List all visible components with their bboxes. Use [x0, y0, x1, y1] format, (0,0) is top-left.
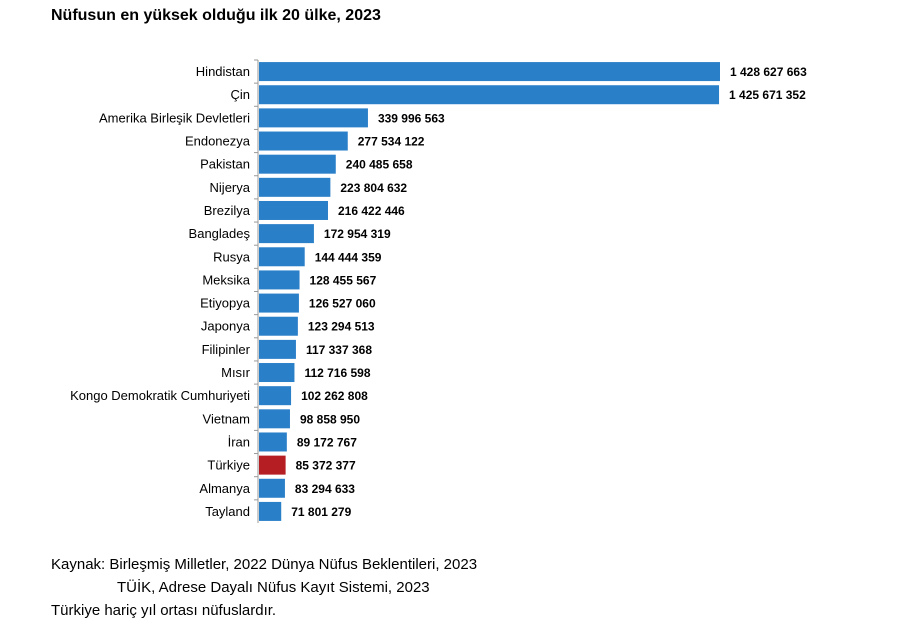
category-label: Türkiye	[207, 458, 250, 473]
bar-5	[259, 177, 331, 197]
value-label: 277 534 122	[358, 135, 425, 149]
bar-18	[259, 478, 285, 498]
bar-0	[259, 62, 720, 82]
bar-chart: Hindistan 1 428 627 663 Çin 1 425 671 352 Am…	[70, 59, 807, 523]
source-line-2: TÜİK, Adrese Dayalı Nüfus Kayıt Sistemi,…	[117, 579, 430, 596]
chart-title: Nüfusun en yüksek olduğu ilk 20 ülke, 20…	[51, 7, 381, 24]
category-label: İran	[228, 434, 250, 449]
bars-group: Hindistan 1 428 627 663 Çin 1 425 671 352 Am…	[70, 59, 807, 521]
category-label: Meksika	[202, 272, 250, 287]
value-label: 126 527 060	[309, 297, 376, 311]
bar-9	[259, 270, 300, 290]
value-label: 85 372 377	[296, 459, 356, 473]
bar-2	[259, 108, 368, 128]
category-label: Kongo Demokratik Cumhuriyeti	[70, 388, 250, 403]
category-label: Bangladeş	[189, 226, 251, 241]
value-label: 144 444 359	[315, 250, 382, 264]
category-label: Nijerya	[210, 180, 251, 195]
category-label: Etiyopya	[200, 296, 251, 311]
bar-19	[259, 501, 282, 521]
category-label: Tayland	[205, 504, 250, 519]
category-label: Çin	[230, 87, 250, 102]
bar-8	[259, 247, 305, 267]
category-label: Amerika Birleşik Devletleri	[99, 110, 250, 125]
value-label: 1 425 671 352	[729, 88, 806, 102]
value-label: 112 716 598	[304, 366, 370, 380]
category-label: Vietnam	[203, 411, 250, 426]
source-line-1: Kaynak: Birleşmiş Milletler, 2022 Dünya …	[51, 556, 478, 573]
bar-1	[259, 85, 720, 105]
value-label: 71 801 279	[291, 505, 351, 519]
category-label: Hindistan	[196, 64, 250, 79]
value-label: 117 337 368	[306, 343, 372, 357]
bar-7	[259, 224, 314, 244]
value-label: 123 294 513	[308, 320, 375, 334]
value-label: 223 804 632	[340, 181, 407, 195]
category-label: Brezilya	[204, 203, 251, 218]
category-label: Pakistan	[200, 157, 250, 172]
chart-notes: Kaynak: Birleşmiş Milletler, 2022 Dünya …	[51, 553, 477, 622]
value-label: 216 422 446	[338, 204, 405, 218]
value-label: 128 455 567	[310, 273, 377, 287]
value-label: 240 485 658	[346, 158, 413, 172]
bar-16	[259, 432, 287, 452]
bar-15	[259, 409, 290, 429]
footnote: Türkiye hariç yıl ortası nüfuslardır.	[51, 602, 277, 619]
value-label: 83 294 633	[295, 482, 355, 496]
category-label: Filipinler	[202, 342, 251, 357]
bar-3	[259, 131, 348, 151]
bar-17	[259, 455, 286, 475]
bar-11	[259, 316, 298, 336]
value-label: 1 428 627 663	[730, 65, 807, 79]
category-label: Rusya	[213, 249, 251, 264]
category-label: Almanya	[199, 481, 250, 496]
bar-13	[259, 363, 295, 383]
value-label: 98 858 950	[300, 412, 360, 426]
bar-14	[259, 386, 292, 406]
bar-12	[259, 339, 296, 359]
bar-10	[259, 293, 299, 313]
value-label: 172 954 319	[324, 227, 391, 241]
category-label: Endonezya	[185, 134, 251, 149]
category-label: Japonya	[201, 319, 251, 334]
value-label: 339 996 563	[378, 111, 445, 125]
bar-6	[259, 200, 328, 220]
value-label: 89 172 767	[297, 435, 357, 449]
value-label: 102 262 808	[301, 389, 368, 403]
bar-4	[259, 154, 336, 174]
category-label: Mısır	[221, 365, 251, 380]
